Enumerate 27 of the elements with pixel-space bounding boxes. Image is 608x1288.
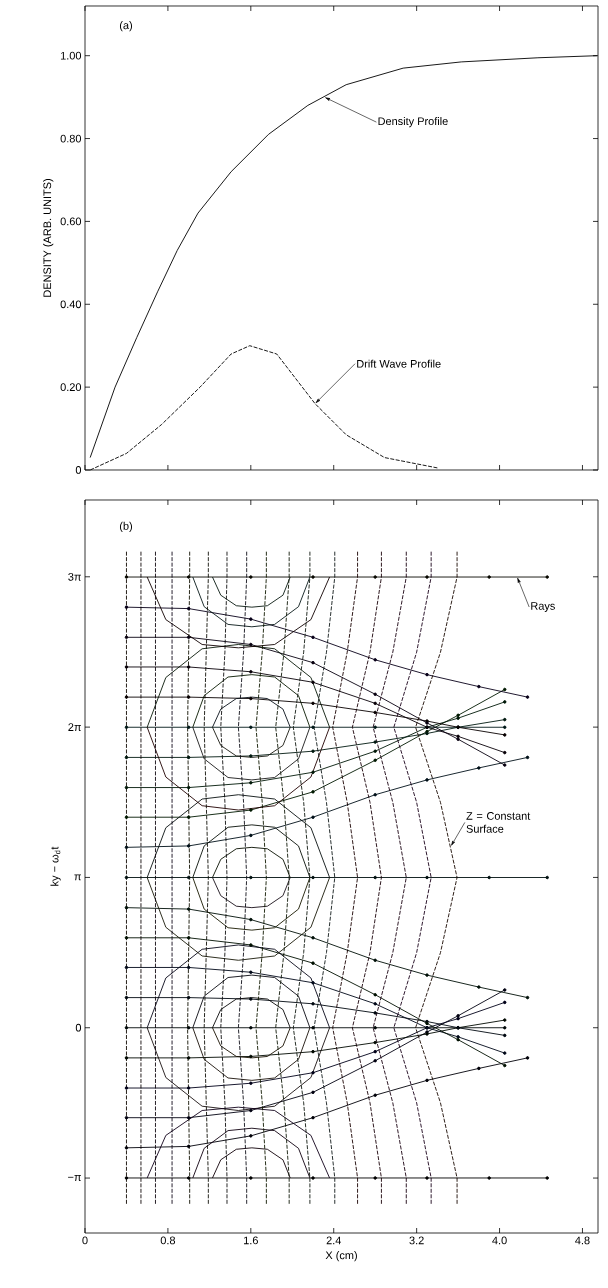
- y-tick-label: 0.40: [60, 300, 82, 309]
- x-tick-label: 1.6: [244, 1236, 258, 1245]
- y-tick-label: −π: [68, 1175, 81, 1181]
- y-tick-label: 2π: [68, 723, 81, 731]
- y-axis-title: ky − ω$_{d}$t: [50, 846, 61, 886]
- y-tick-label: 3π: [68, 572, 81, 581]
- y-tick-label: 1.00: [60, 51, 82, 60]
- annotation: Drift Wave Profile: [357, 359, 441, 368]
- annotation: Rays: [531, 602, 555, 612]
- x-axis-title: X (cm): [325, 1251, 357, 1262]
- annotation: Z = Constant Surface: [466, 812, 531, 833]
- x-tick-label: 0: [82, 1236, 88, 1245]
- x-tick-label: 0.8: [160, 1236, 176, 1245]
- x-tick-label: 4.8: [575, 1236, 590, 1245]
- y-tick-label: 0: [75, 466, 82, 474]
- y-tick-label: π: [74, 874, 81, 881]
- x-tick-label: 4.0: [492, 1236, 507, 1245]
- annotation: (b): [119, 521, 133, 533]
- y-tick-label: 0: [75, 1023, 82, 1032]
- annotation: Density Profile: [378, 117, 448, 128]
- x-tick-label: 3.2: [409, 1236, 424, 1245]
- annotation: (a): [119, 21, 133, 32]
- x-tick-label: 2.4: [326, 1236, 342, 1245]
- y-tick-label: 0.60: [60, 217, 82, 226]
- y-axis-title: DENSITY (ARB. UNITS): [43, 179, 54, 297]
- y-tick-label: 0.20: [60, 383, 82, 392]
- y-tick-label: 0.80: [60, 134, 82, 143]
